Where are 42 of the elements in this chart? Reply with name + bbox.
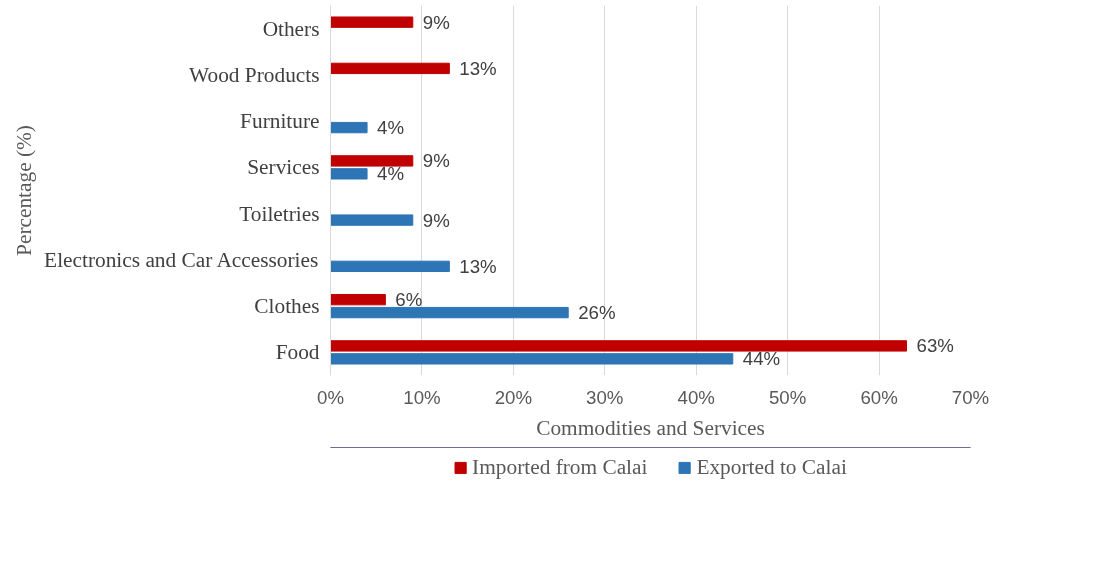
data-label: 4% [377,117,405,139]
x-tick-label: 10% [403,386,441,408]
bar [330,168,368,180]
legend-label: Imported from Calai [472,454,648,480]
bar [330,260,450,273]
y-tick-label: Clothes [254,294,320,319]
x-tick-label: 0% [317,386,344,408]
legend-label: Exported to Calai [696,454,847,480]
x-tick-label: 50% [768,386,807,408]
bar [330,306,569,319]
y-tick-label: Food [275,340,320,365]
data-label: 9% [422,11,450,33]
data-label: 9% [422,209,450,231]
y-tick-label: Services [247,155,320,180]
bar [330,62,450,75]
data-label: 9% [422,150,450,172]
x-tick-label: 40% [677,386,715,408]
data-label: 13% [459,57,497,79]
y-tick-label: Electronics and Car Accessories [44,247,319,272]
x-tick-label: 30% [586,386,624,408]
y-tick-label: Furniture [240,109,320,134]
data-label: 44% [742,348,781,370]
bar [330,353,734,365]
x-tick-label: 60% [860,386,898,408]
bar [330,16,414,28]
data-label: 63% [916,335,954,357]
bar [330,340,907,352]
bar [330,293,386,306]
bar [330,214,414,226]
data-label: 26% [578,302,616,324]
y-tick-label: Others [262,16,320,41]
x-tick-label: 20% [494,386,533,408]
data-label: 4% [377,163,405,185]
y-tick-label: Wood Products [189,62,320,87]
x-axis-title: Commodities and Services [536,415,765,440]
y-tick-label: Toiletries [239,201,320,226]
data-label: 6% [395,289,423,311]
data-label: 13% [459,255,497,277]
bar [330,121,368,134]
bar [330,155,414,167]
y-axis-title: Percentage (%) [12,125,37,256]
x-tick-label: 70% [951,386,990,408]
